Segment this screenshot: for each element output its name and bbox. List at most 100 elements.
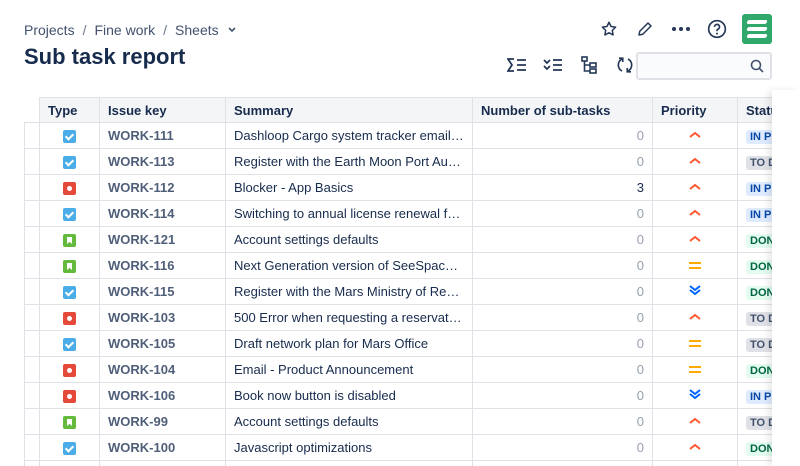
status-cell[interactable]: DONE bbox=[737, 434, 772, 461]
issue-key-link[interactable]: WORK-106 bbox=[99, 382, 226, 409]
summary-cell[interactable]: Next Generation version of SeeSpaceE... bbox=[225, 252, 473, 279]
status-cell[interactable]: TO DO bbox=[737, 148, 772, 175]
row-handle[interactable] bbox=[24, 174, 40, 201]
status-cell[interactable]: DONE bbox=[737, 252, 772, 279]
page-title: Sub task report bbox=[24, 44, 186, 69]
breadcrumb-sheets[interactable]: Sheets bbox=[175, 22, 219, 38]
summary-cell[interactable]: Email - Product Announcement bbox=[225, 356, 473, 383]
status-cell[interactable] bbox=[737, 460, 772, 466]
row-handle[interactable] bbox=[24, 122, 40, 149]
breadcrumb-fine-work[interactable]: Fine work bbox=[94, 22, 156, 38]
scroll-fade bbox=[772, 90, 800, 466]
checklist-icon[interactable] bbox=[542, 54, 564, 76]
table-row[interactable]: WORK-103 500 Error when requesting a rese… bbox=[24, 304, 772, 331]
table-row[interactable]: WORK-101 bbox=[24, 460, 772, 466]
subtasks-cell: 0 bbox=[472, 304, 653, 331]
summary-cell[interactable]: Blocker - App Basics bbox=[225, 174, 473, 201]
summary-cell[interactable]: Javascript optimizations bbox=[225, 434, 473, 461]
status-cell[interactable]: DONE bbox=[737, 226, 772, 253]
row-handle[interactable] bbox=[24, 304, 40, 331]
refresh-icon[interactable] bbox=[614, 54, 636, 76]
column-header-issue-key[interactable]: Issue key bbox=[99, 97, 226, 123]
hierarchy-icon[interactable] bbox=[578, 54, 600, 76]
issue-key-link[interactable]: WORK-101 bbox=[99, 460, 226, 466]
status-cell[interactable]: DONE bbox=[737, 278, 772, 305]
issue-key-link[interactable]: WORK-103 bbox=[99, 304, 226, 331]
summary-cell[interactable]: 500 Error when requesting a reservation bbox=[225, 304, 473, 331]
table-row[interactable]: WORK-113 Register with the Earth Moon Por… bbox=[24, 148, 772, 175]
column-header-subtasks[interactable]: Number of sub-tasks bbox=[472, 97, 653, 123]
row-handle[interactable] bbox=[24, 148, 40, 175]
status-cell[interactable]: IN PROGRESS bbox=[737, 200, 772, 227]
star-icon[interactable] bbox=[598, 18, 620, 40]
status-cell[interactable]: IN PROGRESS bbox=[737, 122, 772, 149]
row-handle[interactable] bbox=[24, 460, 40, 466]
breadcrumb-projects[interactable]: Projects bbox=[24, 22, 75, 38]
issue-key-link[interactable]: WORK-114 bbox=[99, 200, 226, 227]
column-header-status[interactable]: Status bbox=[737, 97, 772, 123]
table-row[interactable]: WORK-116 Next Generation version of SeeSp… bbox=[24, 252, 772, 279]
column-header-summary[interactable]: Summary bbox=[225, 97, 473, 123]
summary-cell[interactable]: Account settings defaults bbox=[225, 226, 473, 253]
summary-cell[interactable]: Register with the Earth Moon Port Auth..… bbox=[225, 148, 473, 175]
priority-medium-icon bbox=[689, 262, 701, 269]
chevron-down-icon[interactable] bbox=[227, 25, 237, 35]
app-logo[interactable] bbox=[742, 14, 772, 44]
summary-cell[interactable]: Account settings defaults bbox=[225, 408, 473, 435]
row-handle[interactable] bbox=[24, 408, 40, 435]
search-input[interactable] bbox=[636, 52, 772, 80]
status-cell[interactable]: IN PROGRESS bbox=[737, 382, 772, 409]
pencil-icon[interactable] bbox=[634, 18, 656, 40]
issue-key-link[interactable]: WORK-116 bbox=[99, 252, 226, 279]
issue-type-story-icon bbox=[63, 416, 76, 430]
summary-cell[interactable]: Register with the Mars Ministry of Reve.… bbox=[225, 278, 473, 305]
row-handle[interactable] bbox=[24, 252, 40, 279]
summary-cell[interactable]: Switching to annual license renewal for.… bbox=[225, 200, 473, 227]
status-cell[interactable]: TO DO bbox=[737, 408, 772, 435]
table-row[interactable]: WORK-115 Register with the Mars Ministry … bbox=[24, 278, 772, 305]
issue-key-link[interactable]: WORK-99 bbox=[99, 408, 226, 435]
issue-key-link[interactable]: WORK-111 bbox=[99, 122, 226, 149]
table-row[interactable]: WORK-106 Book now button is disabled 0 IN P… bbox=[24, 382, 772, 409]
issue-key-link[interactable]: WORK-104 bbox=[99, 356, 226, 383]
row-handle[interactable] bbox=[24, 382, 40, 409]
table-row[interactable]: WORK-111 Dashloop Cargo system tracker em… bbox=[24, 122, 772, 149]
issue-key-link[interactable]: WORK-113 bbox=[99, 148, 226, 175]
table-row[interactable]: WORK-105 Draft network plan for Mars Offi… bbox=[24, 330, 772, 357]
column-header-priority[interactable]: Priority bbox=[652, 97, 738, 123]
issue-type-story-icon bbox=[63, 234, 76, 248]
issue-key-link[interactable]: WORK-105 bbox=[99, 330, 226, 357]
status-cell[interactable]: TO DO bbox=[737, 330, 772, 357]
row-handle[interactable] bbox=[24, 200, 40, 227]
priority-cell bbox=[652, 382, 738, 409]
sum-list-icon[interactable] bbox=[506, 54, 528, 76]
summary-cell[interactable]: Dashloop Cargo system tracker email s... bbox=[225, 122, 473, 149]
row-handle[interactable] bbox=[24, 278, 40, 305]
subtasks-cell: 0 bbox=[472, 148, 653, 175]
table-row[interactable]: WORK-114 Switching to annual license rene… bbox=[24, 200, 772, 227]
status-lozenge: DONE bbox=[746, 441, 772, 456]
row-handle[interactable] bbox=[24, 330, 40, 357]
row-handle[interactable] bbox=[24, 356, 40, 383]
column-header-type[interactable]: Type bbox=[39, 97, 100, 123]
issue-key-link[interactable]: WORK-100 bbox=[99, 434, 226, 461]
summary-cell[interactable]: Book now button is disabled bbox=[225, 382, 473, 409]
status-cell[interactable]: TO DO bbox=[737, 304, 772, 331]
issue-key-link[interactable]: WORK-121 bbox=[99, 226, 226, 253]
summary-cell[interactable] bbox=[225, 460, 473, 466]
issue-key-link[interactable]: WORK-115 bbox=[99, 278, 226, 305]
summary-cell[interactable]: Draft network plan for Mars Office bbox=[225, 330, 473, 357]
status-cell[interactable]: IN PROGRESS bbox=[737, 174, 772, 201]
sub-task-table: Type Issue key Summary Number of sub-tas… bbox=[24, 97, 772, 466]
status-cell[interactable]: DONE bbox=[737, 356, 772, 383]
row-handle[interactable] bbox=[24, 434, 40, 461]
row-handle[interactable] bbox=[24, 226, 40, 253]
help-icon[interactable] bbox=[706, 18, 728, 40]
more-icon[interactable] bbox=[670, 18, 692, 40]
issue-key-link[interactable]: WORK-112 bbox=[99, 174, 226, 201]
